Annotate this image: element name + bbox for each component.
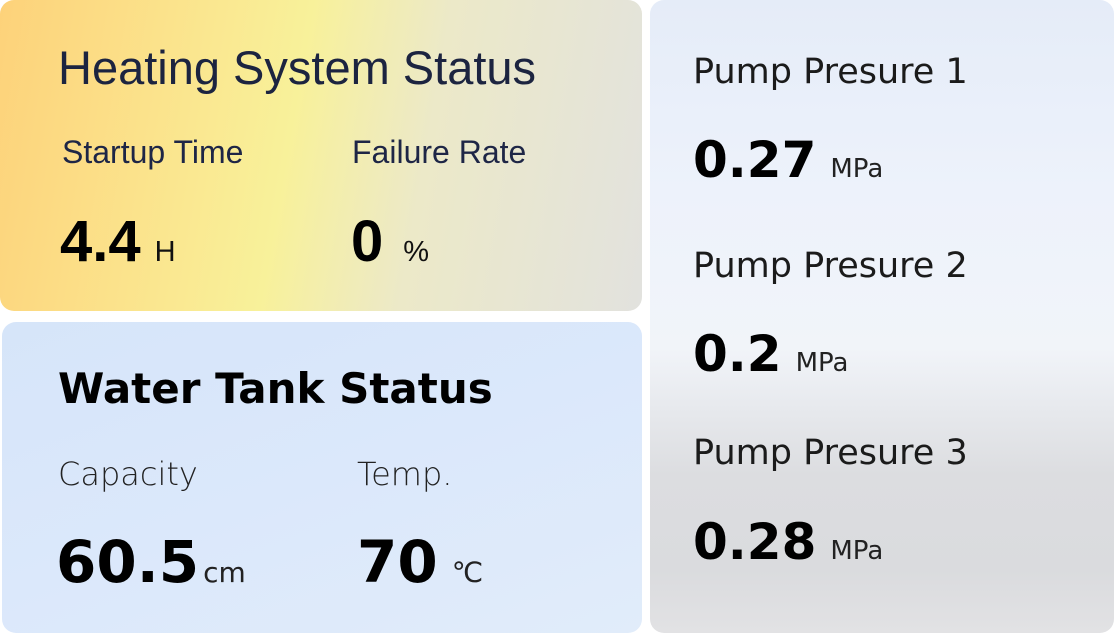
failure-rate-number: 0 bbox=[351, 209, 384, 274]
startup-time-unit: H bbox=[154, 236, 176, 268]
pump-1-value: 0.27 MPa bbox=[693, 131, 883, 189]
water-tank-title: Water Tank Status bbox=[58, 364, 493, 413]
water-tank-card bbox=[2, 322, 642, 633]
capacity-unit: cm bbox=[203, 556, 246, 589]
capacity-number: 60.5 bbox=[56, 528, 200, 596]
failure-rate-label: Failure Rate bbox=[352, 134, 527, 170]
temp-unit: ℃ bbox=[451, 556, 484, 589]
startup-time-label: Startup Time bbox=[62, 134, 244, 170]
heating-title: Heating System Status bbox=[58, 41, 537, 94]
temp-label: Temp. bbox=[357, 455, 453, 493]
startup-time-value: 4.4 H bbox=[60, 208, 176, 275]
pump-3-number: 0.28 bbox=[693, 513, 817, 571]
pump-2-number: 0.2 bbox=[693, 325, 782, 383]
pump-1-unit: MPa bbox=[830, 154, 884, 184]
temp-number: 70 bbox=[357, 528, 438, 596]
pump-2-value: 0.2 MPa bbox=[693, 325, 848, 383]
failure-rate-unit: % bbox=[403, 236, 430, 268]
pump-2-unit: MPa bbox=[795, 348, 849, 378]
pump-2-label: Pump Presure 2 bbox=[693, 246, 968, 286]
capacity-label: Capacity bbox=[58, 455, 198, 493]
heating-system-card bbox=[0, 0, 642, 311]
pump-1-label: Pump Presure 1 bbox=[693, 52, 968, 92]
pump-3-unit: MPa bbox=[830, 536, 884, 566]
temp-value: 70 ℃ bbox=[357, 528, 483, 596]
pump-3-value: 0.28 MPa bbox=[693, 513, 883, 571]
capacity-value: 60.5 cm bbox=[56, 528, 246, 596]
pump-pressure-card bbox=[650, 0, 1114, 633]
failure-rate-value: 0% bbox=[351, 208, 429, 275]
pump-1-number: 0.27 bbox=[693, 131, 817, 189]
startup-time-number: 4.4 bbox=[60, 209, 141, 274]
pump-3-label: Pump Presure 3 bbox=[693, 433, 968, 473]
